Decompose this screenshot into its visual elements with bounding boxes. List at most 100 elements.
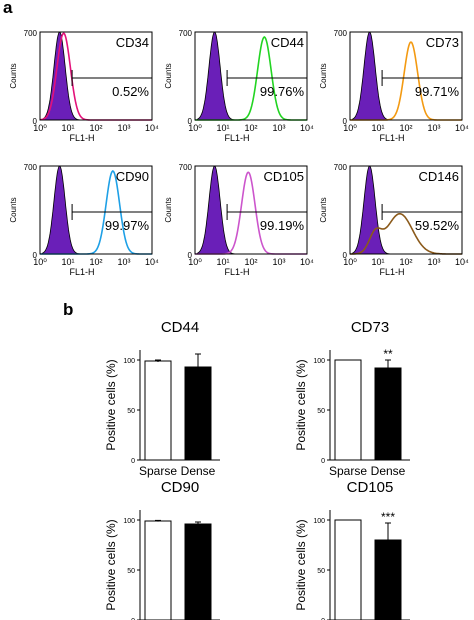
y-tick-CD105-700: 700 — [179, 163, 193, 172]
y-tick-label-CD44-100: 100 — [123, 358, 135, 365]
plot-frame-CD105 — [194, 165, 308, 255]
x-axis-label-CD34: FL1-H — [69, 133, 94, 143]
plot-frame-CD90 — [39, 165, 153, 255]
bar-chart-title-CD73: CD73 — [351, 319, 389, 336]
x-tick-CD90-3: 10³ — [117, 257, 130, 267]
x-tick-CD146-3: 10³ — [427, 257, 440, 267]
x-axis-label-CD73: FL1-H — [379, 133, 404, 143]
gate-percent-CD146: 59.52% — [415, 218, 460, 233]
y-tick-CD146-700: 700 — [334, 163, 348, 172]
y-tick-CD73-0: 0 — [343, 117, 348, 126]
y-tick-CD34-700: 700 — [24, 29, 38, 38]
histogram-title-CD73: CD73 — [426, 35, 459, 50]
histogram-title-CD105: CD105 — [264, 169, 304, 184]
y-tick-label-CD105-100: 100 — [313, 518, 325, 525]
x-tick-CD44-0: 10⁰ — [188, 123, 202, 133]
gate-percent-CD90: 99.97% — [105, 218, 150, 233]
x-tick-CD90-0: 10⁰ — [33, 257, 47, 267]
x-tick-CD105-1: 10¹ — [216, 257, 229, 267]
y-axis-label-CD34: Counts — [9, 63, 18, 88]
x-tick-CD146-4: 10⁴ — [455, 257, 469, 267]
bar-CD90-dense — [184, 523, 212, 620]
x-category-CD44-sparse: Sparse — [139, 464, 177, 478]
x-axis-label-CD105: FL1-H — [224, 267, 249, 277]
x-tick-CD44-4: 10⁴ — [300, 123, 314, 133]
y-tick-label-CD90-0: 0 — [131, 618, 135, 620]
y-axis-label-CD73: Positive cells (%) — [294, 359, 308, 450]
histogram-title-CD90: CD90 — [116, 169, 149, 184]
plot-frame-CD44 — [194, 31, 308, 121]
gate-percent-CD73: 99.71% — [415, 84, 460, 99]
x-tick-CD34-2: 10² — [89, 123, 102, 133]
y-axis-label-CD44: Positive cells (%) — [104, 359, 118, 450]
y-tick-CD73-700: 700 — [334, 29, 348, 38]
x-tick-CD73-4: 10⁴ — [455, 123, 469, 133]
x-tick-CD146-0: 10⁰ — [343, 257, 357, 267]
x-tick-CD105-3: 10³ — [272, 257, 285, 267]
x-tick-CD73-2: 10² — [399, 123, 412, 133]
gate-percent-CD105: 99.19% — [260, 218, 305, 233]
x-tick-CD73-1: 10¹ — [371, 123, 384, 133]
y-tick-CD146-0: 0 — [343, 251, 348, 260]
y-axis-label-CD44: Counts — [164, 63, 173, 88]
x-tick-CD73-3: 10³ — [427, 123, 440, 133]
bar-chart-title-CD90: CD90 — [161, 479, 199, 496]
x-tick-CD34-0: 10⁰ — [33, 123, 47, 133]
x-axis-label-CD146: FL1-H — [379, 267, 404, 277]
y-tick-CD44-0: 0 — [188, 117, 193, 126]
y-tick-label-CD73-100: 100 — [313, 358, 325, 365]
y-axis-label-CD73: Counts — [319, 63, 328, 88]
significance-CD105: *** — [381, 510, 395, 524]
y-axis-label-CD105: Counts — [164, 197, 173, 222]
x-tick-CD44-3: 10³ — [272, 123, 285, 133]
x-tick-CD105-2: 10² — [244, 257, 257, 267]
gate-percent-CD44: 99.76% — [260, 84, 305, 99]
y-tick-label-CD73-50: 50 — [317, 408, 325, 415]
y-tick-label-CD90-100: 100 — [123, 518, 135, 525]
x-tick-CD146-2: 10² — [399, 257, 412, 267]
bar-CD73-dense — [374, 367, 402, 461]
x-tick-CD90-1: 10¹ — [61, 257, 74, 267]
panel-label-b: b — [63, 300, 74, 319]
x-tick-CD34-1: 10¹ — [61, 123, 74, 133]
x-tick-CD44-1: 10¹ — [216, 123, 229, 133]
bar-chart-title-CD105: CD105 — [347, 479, 394, 496]
x-tick-CD44-2: 10² — [244, 123, 257, 133]
gate-percent-CD34: 0.52% — [112, 84, 149, 99]
y-tick-CD44-700: 700 — [179, 29, 193, 38]
bar-CD44-sparse — [144, 360, 172, 461]
bar-CD44-dense — [184, 366, 212, 461]
y-tick-label-CD44-0: 0 — [131, 458, 135, 465]
x-category-CD73-sparse: Sparse — [329, 464, 367, 478]
x-tick-CD73-0: 10⁰ — [343, 123, 357, 133]
y-axis-label-CD146: Counts — [319, 197, 328, 222]
y-tick-label-CD90-50: 50 — [127, 568, 135, 575]
histogram-title-CD146: CD146 — [419, 169, 459, 184]
isotype-histogram-CD44 — [196, 31, 251, 121]
panel-label-a: a — [3, 0, 13, 17]
x-tick-CD146-1: 10¹ — [371, 257, 384, 267]
plot-frame-CD34 — [39, 31, 153, 121]
bar-CD73-sparse — [334, 359, 362, 461]
y-tick-label-CD73-0: 0 — [321, 458, 325, 465]
x-axis-label-CD90: FL1-H — [69, 267, 94, 277]
y-tick-CD90-0: 0 — [33, 251, 38, 260]
y-axis-label-CD90: Positive cells (%) — [104, 519, 118, 610]
y-axis-label-CD90: Counts — [9, 197, 18, 222]
y-axis-label-CD105: Positive cells (%) — [294, 519, 308, 610]
x-category-CD44-dense: Dense — [181, 464, 216, 478]
y-tick-label-CD105-0: 0 — [321, 618, 325, 620]
x-tick-CD34-3: 10³ — [117, 123, 130, 133]
y-tick-label-CD105-50: 50 — [317, 568, 325, 575]
plot-frame-CD146 — [349, 165, 463, 255]
bar-CD105-sparse — [334, 519, 362, 620]
histogram-title-CD34: CD34 — [116, 35, 149, 50]
x-tick-CD90-2: 10² — [89, 257, 102, 267]
x-axis-label-CD44: FL1-H — [224, 133, 249, 143]
isotype-histogram-CD105 — [196, 165, 251, 255]
significance-CD73: ** — [383, 347, 393, 361]
histogram-title-CD44: CD44 — [271, 35, 304, 50]
x-tick-CD105-4: 10⁴ — [300, 257, 314, 267]
y-tick-CD105-0: 0 — [188, 251, 193, 260]
